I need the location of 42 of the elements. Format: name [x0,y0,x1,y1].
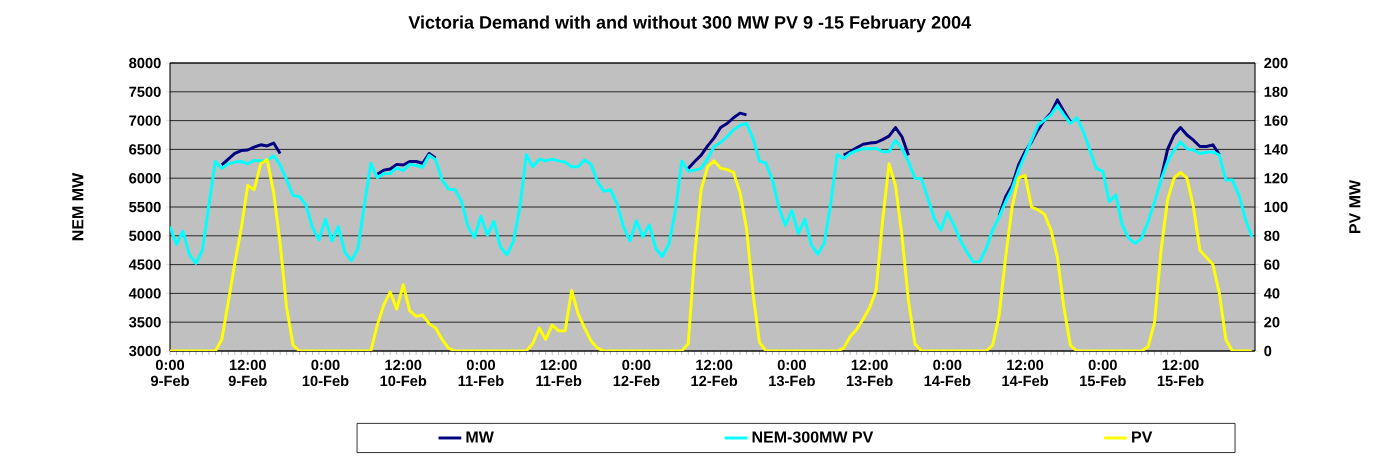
y2-tick-label: 80 [1264,230,1280,241]
x-tick-label: 12:00 12-Feb [691,359,738,387]
y-tick-label: 6000 [129,173,161,184]
x-tick-label: 12:00 13-Feb [846,359,893,387]
y2-tick-label: 60 [1264,259,1280,270]
y-tick-label: 4500 [128,259,161,270]
legend-label: PV [1132,431,1153,443]
y-tick-label: 3500 [129,317,161,328]
chart-title: Victoria Demand with and without 300 MW PV 9 -15 February 2004 [408,15,972,33]
x-tick-label: 0:00 9-Feb [150,359,189,387]
y-tick-label: 4000 [128,288,161,299]
y2-tick-label: 200 [1264,57,1288,69]
x-tick-label: 0:00 14-Feb [924,359,971,387]
y2-tick-label: 180 [1264,86,1288,97]
x-tick-label: 0:00 12-Feb [613,359,660,387]
legend-label: MW [466,431,494,443]
x-tick-label: 12:00 14-Feb [1002,359,1049,387]
y2-tick-label: 0 [1264,345,1272,357]
y2-tick-label: 40 [1263,288,1280,299]
x-tick-label: 0:00 15-Feb [1080,359,1126,387]
y-tick-label: 6500 [129,144,161,155]
y-tick-label: 5500 [129,201,161,213]
x-tick-label: 12:00 9-Feb [228,359,267,387]
x-tick-label: 0:00 10-Feb [302,359,349,387]
x-tick-label: 0:00 13-Feb [769,359,815,387]
x-tick-label: 0:00 11-Feb [458,359,504,387]
y-tick-label: 5000 [129,230,161,241]
y2-tick-label: 120 [1264,173,1288,184]
x-tick-label: 12:00 11-Feb [536,359,582,387]
y-tick-label: 3000 [129,345,161,357]
y2-tick-label: 100 [1264,201,1288,213]
x-tick-label: 12:00 10-Feb [380,359,427,387]
y2-axis-title: PV MW [1349,179,1361,234]
y-tick-label: 7000 [129,115,161,126]
y2-tick-label: 20 [1264,317,1280,328]
y-tick-label: 8000 [129,57,161,69]
y2-tick-label: 160 [1264,115,1288,126]
y-tick-label: 7500 [129,86,161,97]
x-tick-label: 12:00 15-Feb [1157,359,1204,387]
legend-label: NEM-300MW PV [752,431,874,443]
y-axis-title: NEM MW [72,172,84,241]
y2-tick-label: 140 [1264,144,1288,155]
